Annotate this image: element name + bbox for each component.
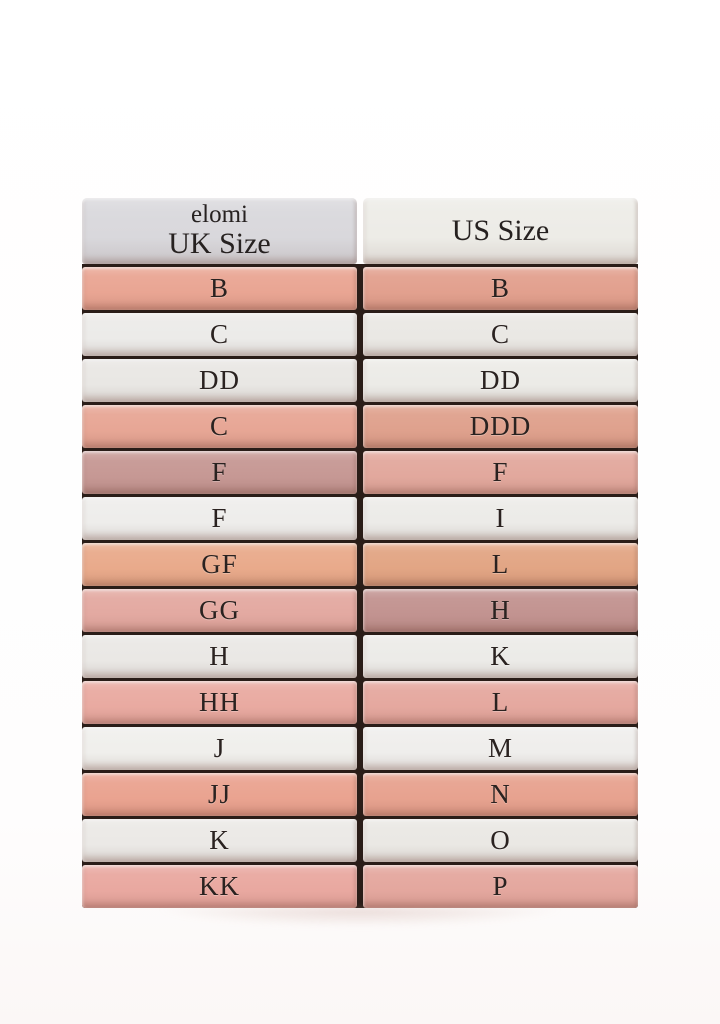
us-size-cell: F bbox=[363, 451, 638, 494]
us-size-cell: P bbox=[363, 865, 638, 908]
uk-size-value: C bbox=[209, 319, 229, 349]
uk-size-cell: C bbox=[82, 405, 357, 448]
us-size-value: M bbox=[487, 733, 513, 763]
us-size-header-label: US Size bbox=[451, 214, 550, 248]
uk-size-cell: JJ bbox=[82, 773, 357, 816]
us-size-value: H bbox=[490, 595, 511, 625]
us-size-cell: DD bbox=[363, 359, 638, 402]
uk-size-header: elomi UK Size bbox=[82, 198, 357, 264]
uk-size-cell: GF bbox=[82, 543, 357, 586]
us-size-cell: H bbox=[363, 589, 638, 632]
uk-size-value: K bbox=[209, 825, 230, 855]
uk-size-cell: GG bbox=[82, 589, 357, 632]
uk-size-value: GG bbox=[199, 595, 240, 625]
us-size-value: L bbox=[491, 549, 510, 579]
us-size-value: F bbox=[492, 457, 509, 487]
us-size-value: P bbox=[492, 871, 509, 901]
size-rows-container: B B C C DD DD C DDD F F F I GF L GG H bbox=[82, 264, 638, 908]
us-size-header: US Size bbox=[363, 198, 638, 264]
uk-size-value: J bbox=[213, 733, 226, 763]
uk-size-cell: H bbox=[82, 635, 357, 678]
us-size-cell: C bbox=[363, 313, 638, 356]
uk-size-cell: B bbox=[82, 267, 357, 310]
uk-size-value: F bbox=[211, 457, 228, 487]
us-size-cell: O bbox=[363, 819, 638, 862]
us-size-value: C bbox=[490, 319, 510, 349]
us-size-cell: K bbox=[363, 635, 638, 678]
us-size-cell: N bbox=[363, 773, 638, 816]
us-size-value: L bbox=[491, 687, 510, 717]
uk-size-cell: J bbox=[82, 727, 357, 770]
uk-size-value: F bbox=[211, 503, 228, 533]
us-size-cell: L bbox=[363, 681, 638, 724]
us-size-cell: DDD bbox=[363, 405, 638, 448]
uk-size-cell: KK bbox=[82, 865, 357, 908]
uk-size-cell: C bbox=[82, 313, 357, 356]
uk-size-cell: F bbox=[82, 497, 357, 540]
size-conversion-chart: elomi UK Size US Size B B C C DD DD C DD… bbox=[82, 198, 638, 908]
us-size-value: B bbox=[490, 273, 510, 303]
uk-size-header-label: UK Size bbox=[168, 227, 271, 261]
us-size-cell: L bbox=[363, 543, 638, 586]
us-size-value: O bbox=[490, 825, 511, 855]
brand-name: elomi bbox=[191, 201, 248, 229]
us-size-value: N bbox=[490, 779, 511, 809]
us-size-cell: I bbox=[363, 497, 638, 540]
us-size-value: DDD bbox=[469, 411, 532, 441]
chart-header-row: elomi UK Size US Size bbox=[82, 198, 638, 264]
uk-size-cell: DD bbox=[82, 359, 357, 402]
uk-size-cell: K bbox=[82, 819, 357, 862]
uk-size-cell: HH bbox=[82, 681, 357, 724]
us-size-cell: M bbox=[363, 727, 638, 770]
uk-size-value: HH bbox=[199, 687, 240, 717]
uk-size-value: GF bbox=[201, 549, 238, 579]
us-size-value: K bbox=[490, 641, 511, 671]
uk-size-cell: F bbox=[82, 451, 357, 494]
uk-size-value: JJ bbox=[207, 779, 231, 809]
uk-size-value: H bbox=[209, 641, 230, 671]
us-size-value: I bbox=[495, 503, 506, 533]
uk-size-value: KK bbox=[199, 871, 240, 901]
us-size-cell: B bbox=[363, 267, 638, 310]
uk-size-value: C bbox=[209, 411, 229, 441]
uk-size-value: DD bbox=[199, 365, 240, 395]
uk-size-value: B bbox=[209, 273, 229, 303]
us-size-value: DD bbox=[480, 365, 521, 395]
